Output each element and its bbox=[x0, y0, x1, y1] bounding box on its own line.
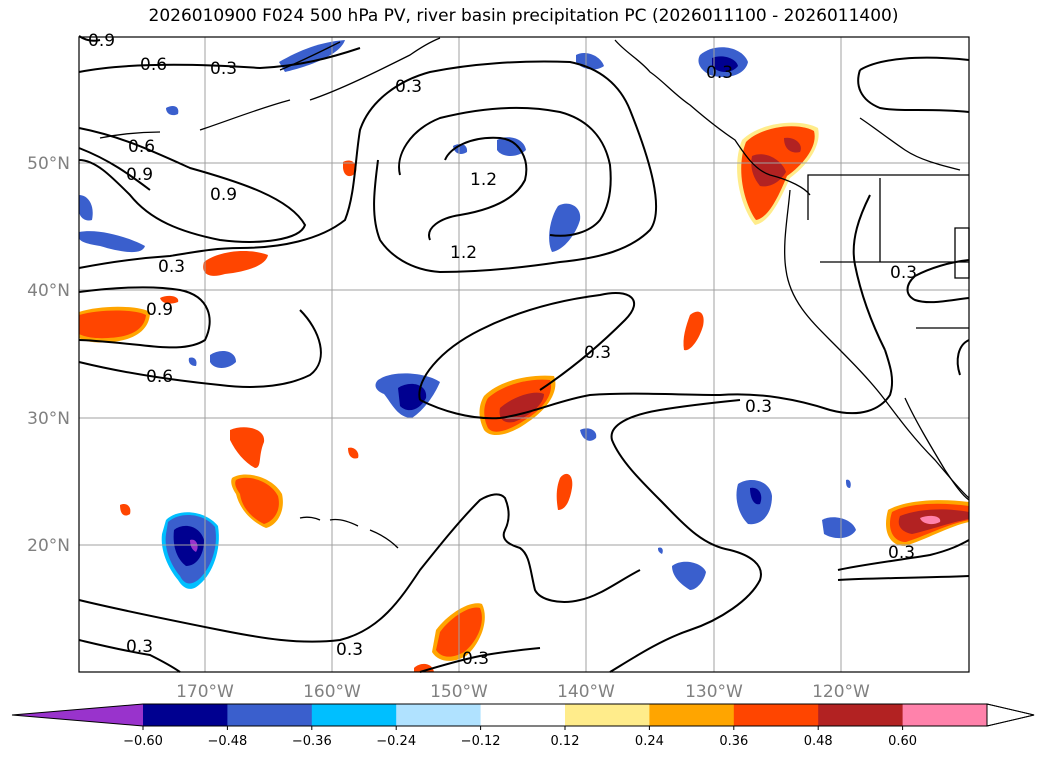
colorbar-tick-label: 0.12 bbox=[551, 734, 580, 749]
contour-label: 0.9 bbox=[88, 31, 115, 51]
contour-label: 0.3 bbox=[126, 637, 153, 657]
colorbar-bin bbox=[565, 704, 650, 726]
contour-label: 0.3 bbox=[706, 63, 733, 83]
contour-label: 0.3 bbox=[210, 59, 237, 79]
pv-contours bbox=[78, 35, 970, 673]
contour-label: 0.3 bbox=[336, 640, 363, 660]
lon-tick-label: 160°W bbox=[303, 682, 361, 702]
contour-label: 0.3 bbox=[395, 77, 422, 97]
contour-label: 0.3 bbox=[584, 343, 611, 363]
lat-tick-label: 20°N bbox=[27, 536, 70, 556]
contour-labels: 0.9 0.6 0.3 0.6 0.9 0.9 0.3 0.9 0.6 0.3 … bbox=[88, 31, 917, 669]
lat-tick-label: 40°N bbox=[27, 281, 70, 301]
lon-tick-label: 120°W bbox=[812, 682, 870, 702]
contour-label: 0.3 bbox=[745, 397, 772, 417]
lon-tick-labels: 170°W 160°W 150°W 140°W 130°W 120°W bbox=[176, 682, 870, 702]
lat-tick-labels: 50°N 40°N 30°N 20°N bbox=[27, 154, 70, 556]
colorbar-tick-label: 0.60 bbox=[888, 734, 917, 749]
map-frame bbox=[78, 36, 970, 673]
lon-tick-label: 130°W bbox=[685, 682, 743, 702]
colorbar-bin bbox=[227, 704, 313, 726]
lat-tick-label: 30°N bbox=[27, 409, 70, 429]
chart-title: 2026010900 F024 500 hPa PV, river basin … bbox=[148, 6, 899, 26]
colorbar-extend-max bbox=[986, 703, 1035, 727]
colorbar-extend-min bbox=[12, 704, 143, 726]
lon-tick-label: 150°W bbox=[430, 682, 488, 702]
contour-label: 1.2 bbox=[450, 243, 477, 263]
colorbar: −0.60 −0.48 −0.36 −0.24 −0.12 0.12 0.24 0.36 0.4… bbox=[11, 703, 1035, 749]
colorbar-tick-label: 0.36 bbox=[719, 734, 748, 749]
contour-label: 0.6 bbox=[140, 55, 167, 75]
lon-tick-label: 140°W bbox=[557, 682, 615, 702]
contour-label: 0.9 bbox=[146, 300, 173, 320]
contour-label: 1.2 bbox=[470, 170, 497, 190]
contour-label: 0.3 bbox=[890, 263, 917, 283]
colorbar-bin bbox=[733, 704, 819, 726]
contour-label: 0.9 bbox=[210, 185, 237, 205]
colorbar-tick-label: −0.24 bbox=[376, 734, 416, 749]
colorbar-bin bbox=[311, 704, 397, 726]
colorbar-tick-label: −0.60 bbox=[123, 734, 163, 749]
colorbar-tick-label: −0.12 bbox=[461, 734, 501, 749]
colorbar-bin bbox=[902, 704, 988, 726]
colorbar-tick-label: 0.24 bbox=[635, 734, 664, 749]
contour-label: 0.3 bbox=[888, 543, 915, 563]
colorbar-bin bbox=[480, 704, 566, 726]
contour-label: 0.6 bbox=[128, 137, 155, 157]
lat-tick-label: 50°N bbox=[27, 154, 70, 174]
colorbar-bin bbox=[143, 704, 228, 726]
contour-label: 0.9 bbox=[126, 165, 153, 185]
colorbar-tick-label: −0.36 bbox=[292, 734, 332, 749]
colorbar-tick-label: −0.48 bbox=[207, 734, 247, 749]
coastlines bbox=[99, 37, 970, 549]
lon-tick-label: 170°W bbox=[176, 682, 234, 702]
contour-label: 0.3 bbox=[158, 257, 185, 277]
contour-label: 0.3 bbox=[462, 649, 489, 669]
contour-label: 0.6 bbox=[146, 367, 173, 387]
colorbar-bin bbox=[396, 704, 482, 726]
colorbar-bin bbox=[818, 704, 904, 726]
colorbar-tick-label: 0.48 bbox=[804, 734, 833, 749]
colorbar-bin bbox=[649, 704, 735, 726]
